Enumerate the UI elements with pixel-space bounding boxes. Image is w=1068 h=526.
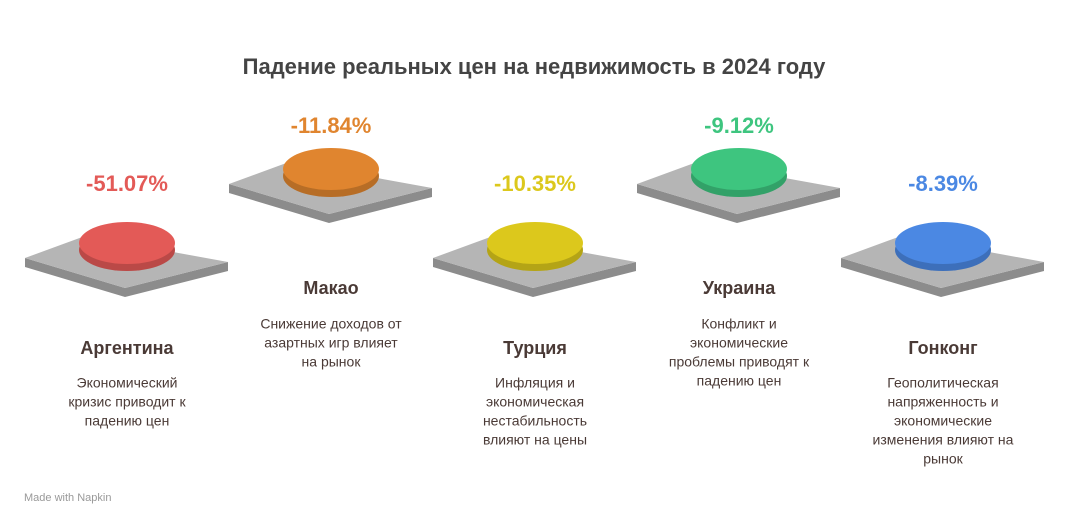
country-name: Украина [703, 278, 776, 298]
country-name: Гонконг [908, 338, 978, 358]
disc-top [895, 222, 991, 264]
value-label: -11.84% [291, 113, 372, 138]
description-line: кризис приводит к [68, 394, 186, 410]
description-line: на рынок [302, 354, 362, 370]
value-label: -51.07% [86, 171, 168, 196]
disc-top [487, 222, 583, 264]
platform-side [841, 258, 1044, 297]
platform-side [433, 258, 636, 297]
description-line: падению цен [697, 373, 782, 389]
description-line: проблемы приводят к [669, 354, 810, 370]
description-line: напряженность и [887, 394, 998, 410]
value-label: -8.39% [908, 171, 978, 196]
value-label: -9.12% [704, 113, 774, 138]
description-line: экономические [894, 413, 992, 429]
description-line: Экономический [77, 375, 178, 391]
country-name: Турция [503, 338, 567, 358]
title: Падение реальных цен на недвижимость в 2… [243, 54, 826, 79]
description-line: Геополитическая [887, 375, 998, 391]
footer: Made with Napkin [24, 492, 111, 504]
platform-side [25, 258, 228, 297]
value-label: -10.35% [494, 171, 576, 196]
platform-side [229, 184, 432, 223]
description-line: влияют на цены [483, 432, 587, 448]
disc-top [283, 148, 379, 190]
description-line: изменения влияют на [873, 432, 1014, 448]
description-line: Конфликт и [701, 316, 776, 332]
description-line: азартных игр влияет [264, 335, 398, 351]
description-line: Снижение доходов от [260, 316, 402, 332]
country-name: Макао [303, 278, 358, 298]
country-name: Аргентина [80, 338, 174, 358]
disc-top [691, 148, 787, 190]
disc-top [79, 222, 175, 264]
description-line: экономическая [486, 394, 584, 410]
description-line: Инфляция и [495, 375, 575, 391]
description-line: падению цен [85, 413, 170, 429]
description-line: экономические [690, 335, 788, 351]
description-line: нестабильность [483, 413, 587, 429]
platform-side [637, 184, 840, 223]
description-line: рынок [923, 451, 963, 467]
